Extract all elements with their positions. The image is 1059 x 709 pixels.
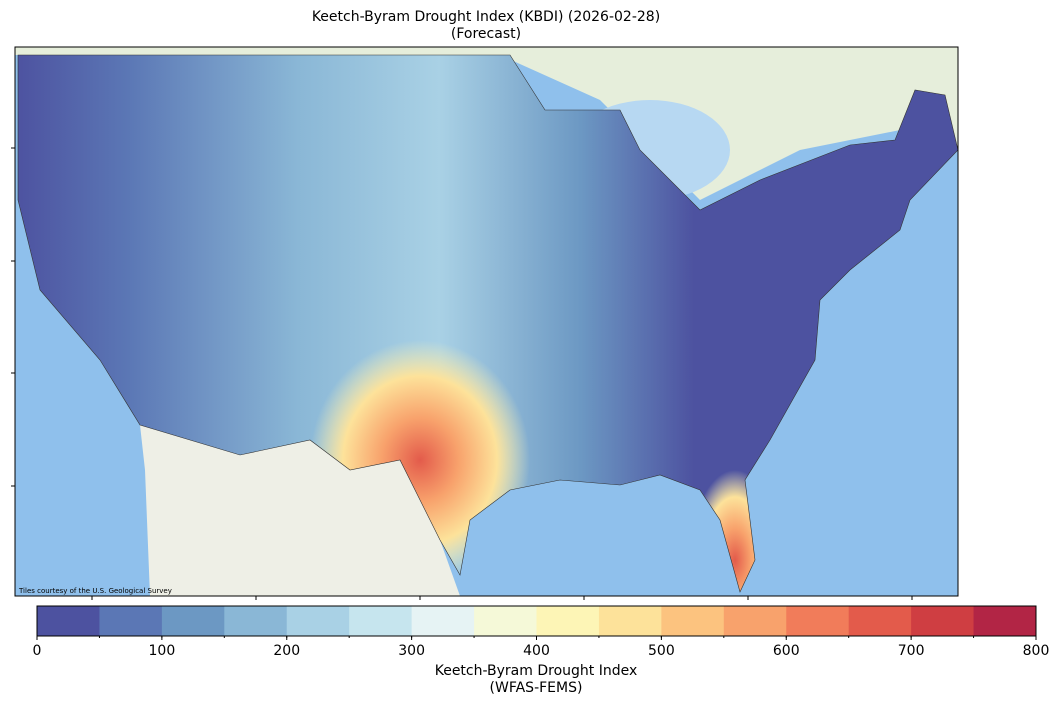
colorbar-bin <box>661 606 725 636</box>
colorbar-bin <box>973 606 1037 636</box>
basemap: Tiles courtesy of the U.S. Geological Su… <box>15 47 958 596</box>
colorbar-tick-label: 300 <box>398 643 425 659</box>
map-subtitle: (Forecast) <box>451 26 521 42</box>
colorbar-tick-label: 700 <box>898 643 925 659</box>
map-ticks <box>11 147 913 600</box>
colorbar-label: Keetch-Byram Drought Index <box>435 663 638 679</box>
colorbar-bin <box>598 606 662 636</box>
colorbar-bin <box>786 606 850 636</box>
colorbar-tick-label: 600 <box>773 643 800 659</box>
colorbar-bin <box>848 606 912 636</box>
colorbar-bin <box>349 606 413 636</box>
colorbar: 0 100 200 300 400 500 600 700 800 <box>33 605 1050 659</box>
colorbar-bin <box>286 606 350 636</box>
colorbar-bin <box>474 606 537 636</box>
map-title: Keetch-Byram Drought Index (KBDI) (2026-… <box>312 9 660 25</box>
colorbar-tick-label: 400 <box>523 643 550 659</box>
colorbar-tick-label: 0 <box>33 643 42 659</box>
colorbar-bin <box>161 606 225 636</box>
colorbar-bin <box>99 606 163 636</box>
map-frame <box>14 46 959 597</box>
colorbar-bin <box>411 606 475 636</box>
colorbar-tick-label: 500 <box>648 643 675 659</box>
colorbar-tick-label: 800 <box>1023 643 1050 659</box>
colorbar-label-sub: (WFAS-FEMS) <box>490 680 583 696</box>
colorbar-bin <box>536 606 600 636</box>
colorbar-frame <box>36 605 1037 637</box>
mexico <box>140 425 460 596</box>
attribution: Tiles courtesy of the U.S. Geological Su… <box>18 587 172 595</box>
colorbar-bin <box>723 606 787 636</box>
colorbar-bin <box>224 606 288 636</box>
colorbar-bin <box>37 606 100 636</box>
colorbar-bin <box>911 606 975 636</box>
colorbar-tick-label: 100 <box>149 643 176 659</box>
colorbar-tick-label: 200 <box>273 643 300 659</box>
